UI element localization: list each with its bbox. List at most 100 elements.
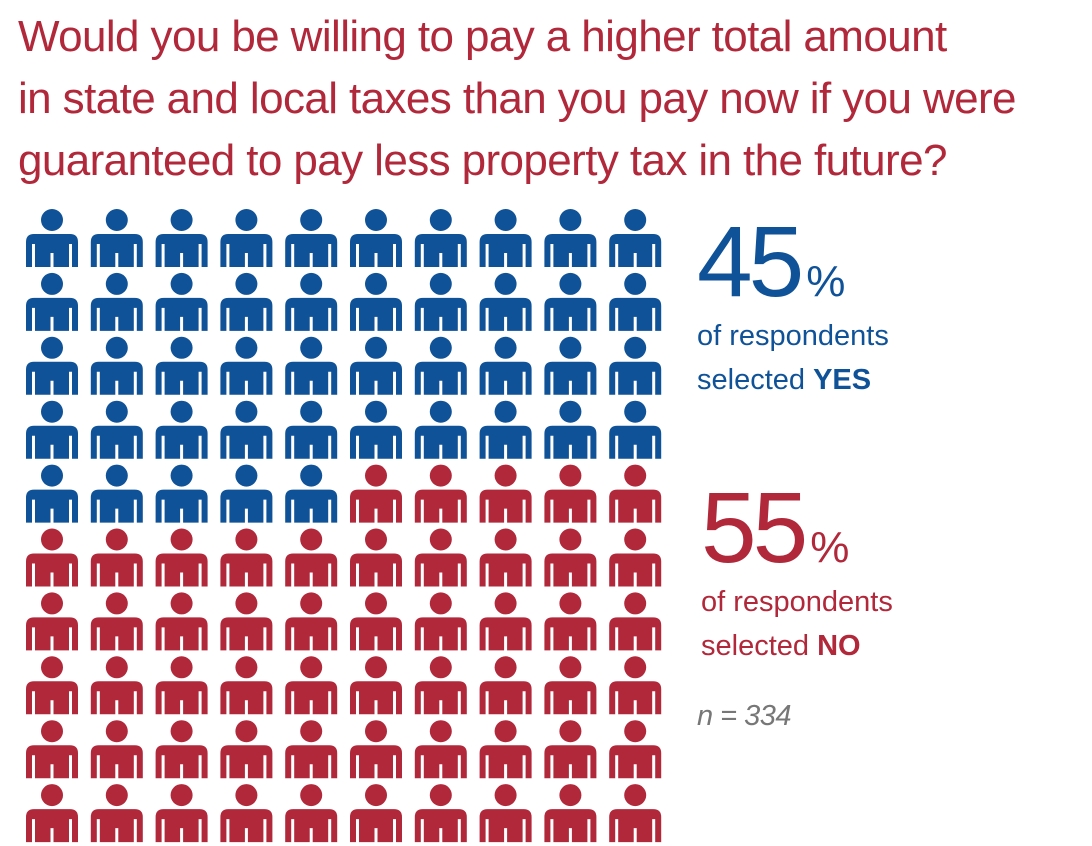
person-body (26, 361, 78, 395)
person-body (350, 234, 402, 267)
person-icon-yes (285, 209, 338, 267)
person-head (429, 400, 452, 423)
person-icon-no (479, 592, 532, 651)
person-icon-yes (350, 272, 402, 331)
person-head (105, 720, 128, 743)
person-icon-no (414, 592, 467, 651)
person-icon-yes (479, 400, 532, 459)
person-body (155, 681, 208, 715)
person-icon-yes (90, 336, 143, 395)
person-icon-no (609, 720, 662, 779)
person-body (155, 809, 208, 843)
person-icon-no (26, 528, 78, 587)
person-body (155, 425, 208, 459)
person-body (414, 489, 467, 523)
person-body (155, 617, 208, 651)
person-icon-yes (220, 272, 273, 331)
person-icon-no (155, 528, 208, 587)
person-icon-no (285, 592, 338, 651)
person-icon-yes (220, 209, 273, 267)
person-body (414, 617, 467, 651)
person-body (155, 745, 208, 779)
person-head (494, 784, 517, 807)
no-label-line-2: selected NO (701, 624, 893, 668)
person-head (624, 209, 647, 231)
person-icon-no (479, 656, 532, 715)
person-icon-no (26, 592, 78, 651)
yes-stat: 45% of respondents selected YES (697, 212, 889, 402)
no-percentage: 55% (701, 478, 893, 578)
person-body (544, 809, 597, 843)
person-body (155, 297, 208, 331)
person-head (624, 784, 647, 807)
person-body (285, 361, 338, 395)
person-icon-yes (90, 464, 143, 523)
person-body (609, 809, 662, 843)
person-body (544, 745, 597, 779)
person-body (479, 617, 532, 651)
person-head (494, 464, 517, 487)
person-icon-yes (90, 272, 143, 331)
person-icon-no (544, 656, 597, 715)
person-icon-no (350, 784, 402, 843)
no-stat: 55% of respondents selected NO (701, 478, 893, 668)
person-head (624, 592, 647, 615)
person-head (105, 400, 128, 423)
person-head (429, 209, 452, 231)
person-icon-yes (479, 209, 532, 267)
person-body (609, 553, 662, 587)
person-icon-yes (220, 400, 273, 459)
person-icon-no (609, 592, 662, 651)
person-body (26, 489, 78, 523)
person-head (235, 400, 258, 423)
person-head (559, 464, 582, 487)
person-head (624, 400, 647, 423)
question-title-line: guaranteed to pay less property tax in t… (18, 136, 947, 185)
person-head (170, 464, 193, 487)
person-head (300, 464, 323, 487)
person-body (220, 745, 273, 779)
person-body (90, 361, 143, 395)
person-body (26, 234, 78, 267)
person-head (365, 784, 387, 807)
person-body (90, 809, 143, 843)
person-icon-yes (155, 209, 208, 267)
person-icon-yes (285, 272, 338, 331)
person-head (300, 272, 323, 295)
person-head (559, 720, 582, 743)
person-head (41, 528, 63, 551)
person-body (26, 745, 78, 779)
person-icon-no (544, 528, 597, 587)
person-icon-no (26, 656, 78, 715)
person-body (479, 553, 532, 587)
person-icon-yes (26, 400, 78, 459)
person-head (235, 656, 258, 679)
person-body (26, 297, 78, 331)
person-body (609, 617, 662, 651)
person-icon-no (544, 784, 597, 843)
person-head (105, 336, 128, 359)
person-head (494, 720, 517, 743)
person-head (105, 464, 128, 487)
person-head (170, 400, 193, 423)
question-title: Would you be willing to pay a higher tot… (18, 6, 1088, 192)
person-icon-yes (26, 272, 78, 331)
person-icon-yes (285, 400, 338, 459)
person-body (544, 617, 597, 651)
person-head (365, 272, 387, 295)
person-head (235, 720, 258, 743)
yes-label-emphasis: YES (813, 364, 872, 396)
person-body (90, 553, 143, 587)
person-head (300, 528, 323, 551)
person-body (90, 489, 143, 523)
person-icon-no (90, 720, 143, 779)
person-icon-yes (220, 336, 273, 395)
person-head (429, 656, 452, 679)
person-head (41, 272, 63, 295)
person-icon-no (90, 656, 143, 715)
person-body (90, 617, 143, 651)
person-icon-no (609, 784, 662, 843)
person-head (559, 400, 582, 423)
person-icon-no (414, 656, 467, 715)
person-body (350, 489, 402, 523)
